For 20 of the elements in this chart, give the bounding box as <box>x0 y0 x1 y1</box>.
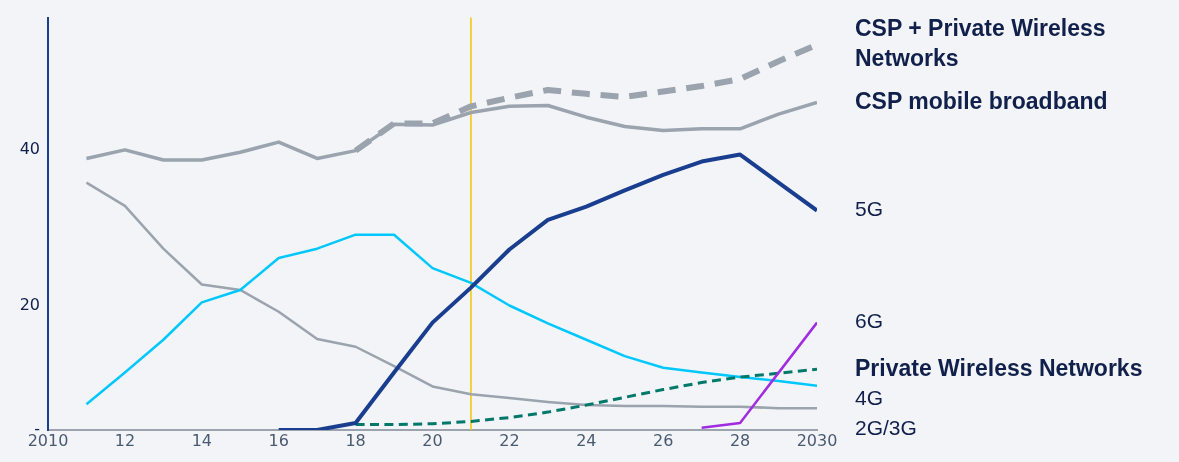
series-label: 5G <box>855 197 884 221</box>
x-tick-label: 14 <box>191 430 212 450</box>
x-tick-label: 16 <box>268 430 289 450</box>
x-tick-label: 28 <box>729 430 751 450</box>
x-tick-label: 2030 <box>796 430 838 450</box>
y-tick-label: 20 <box>19 294 40 314</box>
x-tick-label: 22 <box>499 430 520 450</box>
series-label: CSP + Private Wireless Networks <box>855 15 1106 72</box>
x-tick-label: 12 <box>114 430 136 450</box>
x-tick-label: 24 <box>576 430 597 450</box>
x-tick-label: 18 <box>345 430 366 450</box>
series-label: 6G <box>855 309 884 333</box>
x-tick-label: 20 <box>422 430 443 450</box>
line-series <box>354 367 817 427</box>
series-label: 4G <box>855 386 884 410</box>
series-label: CSP mobile broadband <box>855 87 1108 114</box>
y-tick-label: 40 <box>19 139 40 159</box>
series-label: Private Wireless Networks <box>855 354 1143 381</box>
series-label: 2G/3G <box>855 416 917 440</box>
x-tick-label: 26 <box>653 430 674 450</box>
